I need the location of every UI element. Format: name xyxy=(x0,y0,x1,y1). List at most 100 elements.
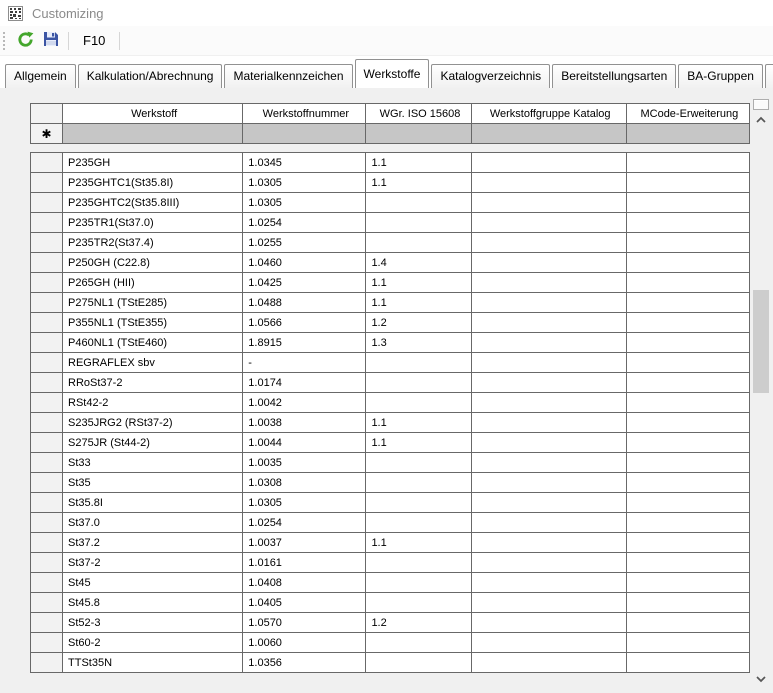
cell-werkstoff[interactable]: P235TR2(St37.4) xyxy=(62,232,244,253)
new-row-cell-wgr-iso-15608[interactable] xyxy=(365,123,472,144)
cell-werkstoffgruppe-katalog[interactable] xyxy=(470,392,627,413)
cell-werkstoffnummer[interactable]: 1.0035 xyxy=(242,452,367,473)
scrollbar-thumb[interactable] xyxy=(753,290,769,393)
column-header-werkstoff[interactable]: Werkstoff xyxy=(62,103,244,124)
cell-mcode-erweiterung[interactable] xyxy=(625,352,751,373)
row-selector[interactable] xyxy=(30,372,64,393)
cell-werkstoffgruppe-katalog[interactable] xyxy=(470,192,627,213)
cell-werkstoffgruppe-katalog[interactable] xyxy=(470,412,627,433)
cell-werkstoffnummer[interactable]: 1.0305 xyxy=(242,192,367,213)
row-selector[interactable] xyxy=(30,572,64,593)
cell-werkstoff[interactable]: St52-3 xyxy=(62,612,244,633)
row-selector[interactable] xyxy=(30,312,64,333)
tab-atteste[interactable]: Atteste xyxy=(764,64,773,88)
cell-werkstoff[interactable]: St45 xyxy=(62,572,244,593)
cell-werkstoff[interactable]: St33 xyxy=(62,452,244,473)
cell-mcode-erweiterung[interactable] xyxy=(625,592,751,613)
cell-mcode-erweiterung[interactable] xyxy=(625,172,751,193)
cell-wgr-iso-15608[interactable] xyxy=(365,212,472,233)
cell-mcode-erweiterung[interactable] xyxy=(625,512,751,533)
corner-header-cell[interactable] xyxy=(29,103,64,124)
cell-mcode-erweiterung[interactable] xyxy=(625,552,751,573)
cell-werkstoff[interactable]: REGRAFLEX sbv xyxy=(62,352,244,373)
cell-werkstoffnummer[interactable]: 1.0042 xyxy=(242,392,367,413)
cell-wgr-iso-15608[interactable] xyxy=(365,632,472,653)
cell-werkstoff[interactable]: P355NL1 (TStE355) xyxy=(62,312,244,333)
scrollbar-corner-button[interactable] xyxy=(753,99,769,110)
cell-werkstoffgruppe-katalog[interactable] xyxy=(470,172,627,193)
column-header-werkstoffgruppe-katalog[interactable]: Werkstoffgruppe Katalog xyxy=(470,103,627,124)
toolbar-grip[interactable] xyxy=(2,29,6,52)
cell-werkstoff[interactable]: S235JRG2 (RSt37-2) xyxy=(62,412,244,433)
cell-wgr-iso-15608[interactable] xyxy=(365,392,472,413)
cell-mcode-erweiterung[interactable] xyxy=(625,572,751,593)
cell-werkstoff[interactable]: P235TR1(St37.0) xyxy=(62,212,244,233)
cell-wgr-iso-15608[interactable]: 1.2 xyxy=(365,612,472,633)
cell-werkstoff[interactable]: P275NL1 (TStE285) xyxy=(62,292,244,313)
row-selector[interactable] xyxy=(30,212,64,233)
cell-werkstoffgruppe-katalog[interactable] xyxy=(470,592,627,613)
cell-wgr-iso-15608[interactable]: 1.1 xyxy=(365,152,472,173)
cell-werkstoff[interactable]: P265GH (HII) xyxy=(62,272,244,293)
cell-mcode-erweiterung[interactable] xyxy=(625,412,751,433)
cell-werkstoffgruppe-katalog[interactable] xyxy=(470,512,627,533)
row-selector[interactable] xyxy=(30,512,64,533)
cell-werkstoffgruppe-katalog[interactable] xyxy=(470,212,627,233)
row-selector[interactable] xyxy=(30,292,64,313)
cell-werkstoffnummer[interactable]: 1.0060 xyxy=(242,632,367,653)
cell-wgr-iso-15608[interactable]: 1.1 xyxy=(365,432,472,453)
cell-mcode-erweiterung[interactable] xyxy=(625,612,751,633)
cell-mcode-erweiterung[interactable] xyxy=(625,272,751,293)
cell-wgr-iso-15608[interactable] xyxy=(365,492,472,513)
row-selector[interactable] xyxy=(30,352,64,373)
cell-mcode-erweiterung[interactable] xyxy=(625,332,751,353)
cell-werkstoffnummer[interactable]: 1.0038 xyxy=(242,412,367,433)
new-row-cell-werkstoff[interactable] xyxy=(62,123,244,144)
cell-werkstoff[interactable]: TTSt35N xyxy=(62,652,244,673)
cell-werkstoffnummer[interactable]: 1.0460 xyxy=(242,252,367,273)
scroll-down-button[interactable] xyxy=(752,671,770,686)
cell-werkstoffgruppe-katalog[interactable] xyxy=(470,532,627,553)
scrollbar-track[interactable] xyxy=(752,127,770,671)
cell-werkstoffnummer[interactable]: 1.0570 xyxy=(242,612,367,633)
cell-werkstoff[interactable]: St60-2 xyxy=(62,632,244,653)
cell-wgr-iso-15608[interactable] xyxy=(365,472,472,493)
cell-mcode-erweiterung[interactable] xyxy=(625,372,751,393)
row-selector[interactable] xyxy=(30,252,64,273)
row-selector[interactable] xyxy=(30,652,64,673)
cell-mcode-erweiterung[interactable] xyxy=(625,652,751,673)
column-header-mcode-erweiterung[interactable]: MCode-Erweiterung xyxy=(625,103,751,124)
tab-materialkennzeichen[interactable]: Materialkennzeichen xyxy=(224,64,353,88)
cell-wgr-iso-15608[interactable] xyxy=(365,192,472,213)
cell-werkstoffnummer[interactable]: 1.0305 xyxy=(242,172,367,193)
cell-mcode-erweiterung[interactable] xyxy=(625,432,751,453)
cell-wgr-iso-15608[interactable]: 1.1 xyxy=(365,172,472,193)
cell-werkstoffnummer[interactable]: 1.0037 xyxy=(242,532,367,553)
cell-werkstoffnummer[interactable]: - xyxy=(242,352,367,373)
cell-werkstoffgruppe-katalog[interactable] xyxy=(470,252,627,273)
tab-ba-gruppen[interactable]: BA-Gruppen xyxy=(678,64,763,88)
cell-mcode-erweiterung[interactable] xyxy=(625,232,751,253)
row-selector[interactable] xyxy=(30,412,64,433)
cell-werkstoffnummer[interactable]: 1.0308 xyxy=(242,472,367,493)
cell-werkstoffgruppe-katalog[interactable] xyxy=(470,632,627,653)
cell-mcode-erweiterung[interactable] xyxy=(625,292,751,313)
column-header-wgr-iso-15608[interactable]: WGr. ISO 15608 xyxy=(365,103,472,124)
row-selector[interactable] xyxy=(30,452,64,473)
cell-wgr-iso-15608[interactable]: 1.3 xyxy=(365,332,472,353)
cell-wgr-iso-15608[interactable]: 1.1 xyxy=(365,412,472,433)
cell-werkstoffgruppe-katalog[interactable] xyxy=(470,452,627,473)
cell-werkstoffnummer[interactable]: 1.8915 xyxy=(242,332,367,353)
cell-werkstoff[interactable]: St35 xyxy=(62,472,244,493)
cell-werkstoffnummer[interactable]: 1.0254 xyxy=(242,512,367,533)
cell-werkstoff[interactable]: P235GH xyxy=(62,152,244,173)
f10-button[interactable]: F10 xyxy=(73,29,115,53)
cell-werkstoffgruppe-katalog[interactable] xyxy=(470,472,627,493)
cell-werkstoff[interactable]: RRoSt37-2 xyxy=(62,372,244,393)
row-selector[interactable] xyxy=(30,492,64,513)
cell-wgr-iso-15608[interactable]: 1.1 xyxy=(365,532,472,553)
cell-wgr-iso-15608[interactable] xyxy=(365,352,472,373)
cell-werkstoff[interactable]: P235GHTC2(St35.8III) xyxy=(62,192,244,213)
new-row-cell-werkstoffnummer[interactable] xyxy=(242,123,367,144)
cell-werkstoffnummer[interactable]: 1.0408 xyxy=(242,572,367,593)
